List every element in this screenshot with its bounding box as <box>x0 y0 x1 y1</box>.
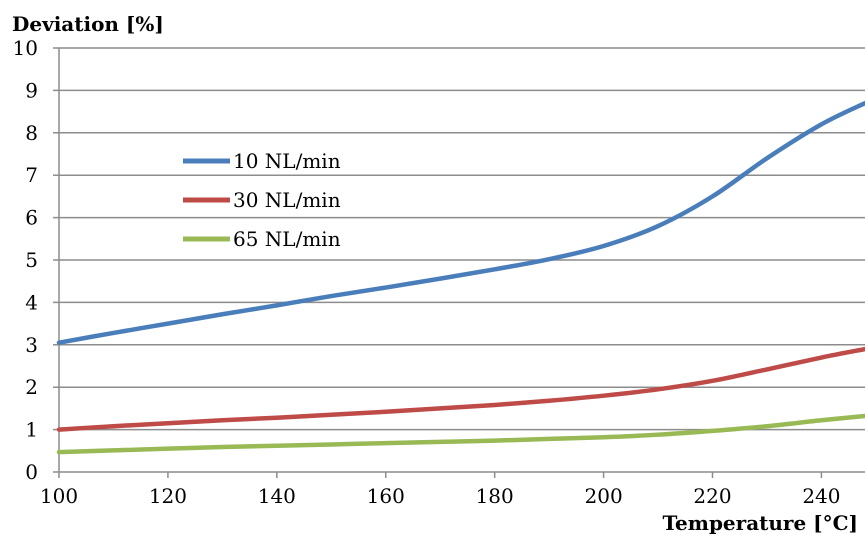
x-tick-labels: 100 120 140 160 180 200 220 240 <box>40 484 841 508</box>
y-tick-label: 1 <box>25 418 38 442</box>
y-tick-labels: 0 1 2 3 4 5 6 7 8 9 10 <box>13 36 38 484</box>
x-tick-label: 240 <box>802 484 840 508</box>
y-axis-title: Deviation [%] <box>12 12 164 36</box>
x-tick-label: 180 <box>476 484 514 508</box>
x-tick-label: 160 <box>367 484 405 508</box>
y-tick-label: 0 <box>25 460 38 484</box>
y-tick-label: 8 <box>25 121 38 145</box>
x-tick-label: 200 <box>585 484 623 508</box>
legend: 10 NL/min 30 NL/min 65 NL/min <box>183 149 341 251</box>
y-tick-label: 2 <box>25 375 38 399</box>
gridlines <box>59 47 865 431</box>
legend-label-3: 65 NL/min <box>233 227 341 251</box>
y-tick-label: 4 <box>25 290 38 314</box>
y-tick-label: 10 <box>13 36 38 60</box>
legend-label-1: 10 NL/min <box>233 149 341 173</box>
y-tick-label: 7 <box>25 163 38 187</box>
y-tick-label: 3 <box>25 333 38 357</box>
y-tick-label: 5 <box>25 248 38 272</box>
x-tick-label: 140 <box>258 484 296 508</box>
series-lines <box>56 100 865 455</box>
y-tick-label: 6 <box>25 206 38 230</box>
series-line-1 <box>56 100 865 345</box>
x-tick-label: 120 <box>149 484 187 508</box>
x-tick-label: 220 <box>693 484 731 508</box>
x-axis-title: Temperature [°C] <box>662 511 858 535</box>
axes <box>53 47 865 478</box>
series-line-2 <box>56 346 865 432</box>
y-tick-label: 9 <box>25 78 38 102</box>
series-line-3 <box>56 413 865 455</box>
legend-label-2: 30 NL/min <box>233 188 341 212</box>
x-tick-label: 100 <box>40 484 78 508</box>
